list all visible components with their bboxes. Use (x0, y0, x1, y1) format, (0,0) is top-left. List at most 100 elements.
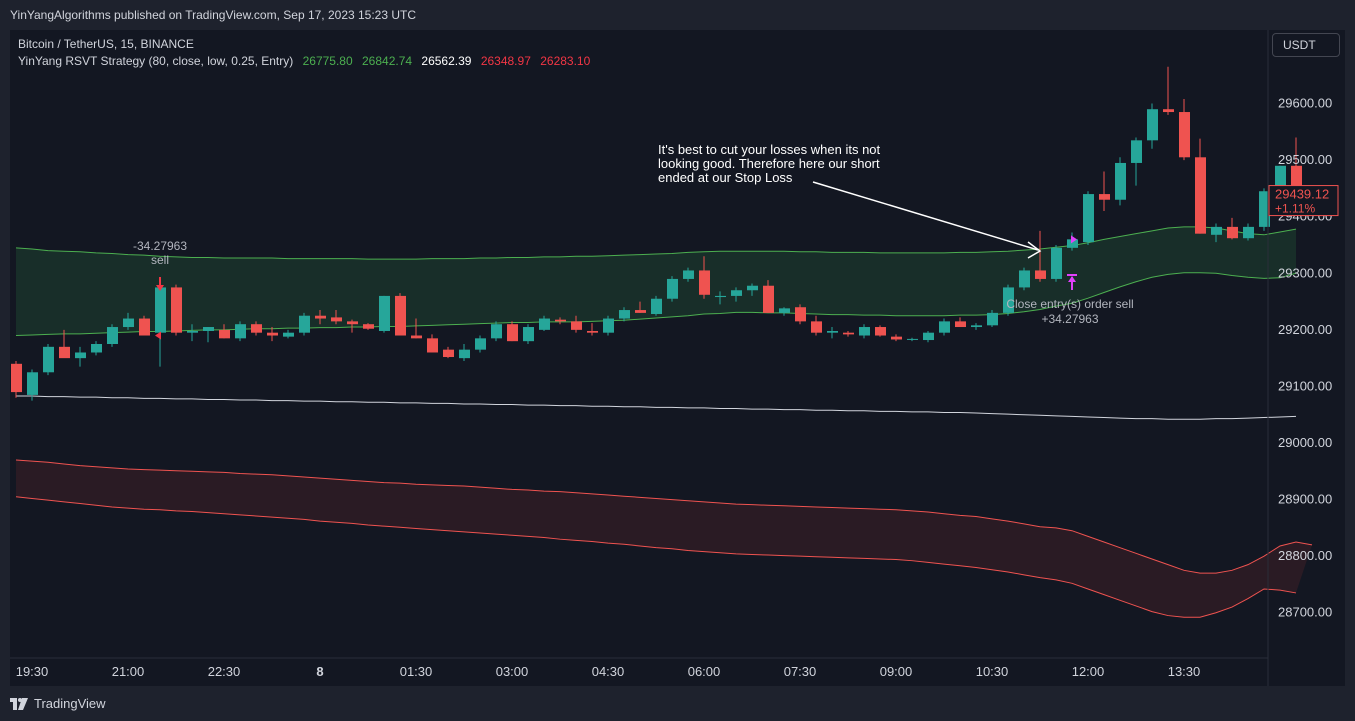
candle-body (267, 332, 278, 336)
candle-body (571, 321, 582, 330)
candle (843, 330, 854, 337)
candle (715, 291, 726, 305)
price-chart[interactable]: 29700.0029600.0029500.0029400.0029300.00… (10, 30, 1345, 686)
time-tick-label: 19:30 (16, 664, 49, 679)
candle (971, 323, 982, 330)
candle-body (27, 372, 38, 395)
candle (379, 295, 390, 333)
candle-body (1227, 226, 1238, 239)
candle (811, 315, 822, 336)
candle-body (75, 352, 86, 359)
candle (987, 310, 998, 328)
candle-body (123, 318, 134, 328)
candle (523, 324, 534, 344)
candle-body (299, 315, 310, 333)
candle-body (251, 324, 262, 333)
candle (1259, 188, 1270, 231)
candle-body (315, 315, 326, 319)
entry-profit-label: -34.27963 (133, 239, 187, 253)
candle-body (283, 332, 294, 337)
candle (587, 323, 598, 336)
candle-body (363, 324, 374, 329)
price-tick-label: 29100.00 (1278, 378, 1332, 393)
candle-body (507, 324, 518, 342)
candle (107, 324, 118, 347)
candle (123, 312, 134, 330)
candle (475, 335, 486, 353)
candle-body (683, 270, 694, 279)
candles (11, 66, 1302, 401)
time-tick-label: 22:30 (208, 664, 241, 679)
time-tick-label: 10:30 (976, 664, 1009, 679)
candle-body (987, 312, 998, 326)
candle-body (1067, 239, 1078, 248)
green-band-upper-line (15, 226, 1297, 260)
candle (43, 344, 54, 376)
candle-body (379, 295, 390, 331)
candle-body (331, 317, 342, 322)
candle (875, 325, 886, 337)
mid-line (16, 395, 1297, 420)
last-change-label: +1.11% (1275, 202, 1315, 216)
candle (203, 327, 214, 343)
price-tick-label: 29300.00 (1278, 265, 1332, 280)
currency-selector[interactable]: USDT (1272, 33, 1340, 57)
candle (395, 293, 406, 336)
candle-body (43, 346, 54, 373)
candle (1019, 267, 1030, 291)
price-tick-label: 29600.00 (1278, 96, 1332, 111)
candle-body (155, 287, 166, 333)
candle-body (475, 338, 486, 350)
publish-header: YinYangAlgorithms published on TradingVi… (0, 0, 1355, 30)
candle-body (107, 327, 118, 344)
candle (683, 267, 694, 282)
last-price-box (1268, 185, 1339, 217)
candle (555, 317, 566, 325)
indicator-label[interactable]: YinYang RSVT Strategy (80, close, low, 0… (18, 54, 294, 68)
red-band-fill (16, 459, 1312, 618)
symbol-label[interactable]: Bitcoin / TetherUS, 15, BINANCE (18, 37, 194, 51)
exit-marker-head (1068, 276, 1076, 282)
tradingview-logo[interactable]: TradingView (10, 696, 106, 711)
candle-body (907, 338, 918, 340)
footer-brand: TradingView (34, 696, 106, 711)
candle-body (891, 336, 902, 340)
candle (315, 310, 326, 325)
candle (1003, 284, 1014, 316)
candle-body (843, 332, 854, 335)
price-tick-label: 29000.00 (1278, 435, 1332, 450)
green-band-fill (16, 226, 1296, 336)
candle-body (1259, 191, 1270, 227)
candle-body (491, 324, 502, 339)
candle (747, 283, 758, 296)
chart-area[interactable]: 29700.0029600.0029500.0029400.0029300.00… (10, 30, 1345, 686)
candle-body (1179, 112, 1190, 158)
candle (171, 284, 182, 336)
candle (779, 307, 790, 316)
candle-body (1019, 270, 1030, 288)
time-tick-label: 13:30 (1168, 664, 1201, 679)
candle (859, 324, 870, 339)
candle-body (587, 330, 598, 333)
exit-order-label: Close entry(s) order sell (1006, 297, 1133, 311)
candle-body (667, 278, 678, 299)
candle (955, 317, 966, 328)
candle-body (1211, 226, 1222, 235)
candle-body (747, 285, 758, 291)
exit-profit-label: +34.27963 (1041, 312, 1098, 326)
candle (459, 344, 470, 361)
time-tick-label: 04:30 (592, 664, 625, 679)
note-arrow-line (812, 181, 1039, 251)
time-tick-label: 06:00 (688, 664, 721, 679)
candle-body (827, 330, 838, 333)
candle (507, 321, 518, 342)
candle (139, 315, 150, 336)
candle (1195, 138, 1206, 234)
candle-body (347, 321, 358, 325)
price-tick-label: 28800.00 (1278, 548, 1332, 563)
tradingview-logo-icon (10, 697, 28, 710)
candle (1051, 244, 1062, 282)
candle (1179, 99, 1190, 161)
candle-body (1035, 270, 1046, 279)
candle-body (859, 327, 870, 336)
